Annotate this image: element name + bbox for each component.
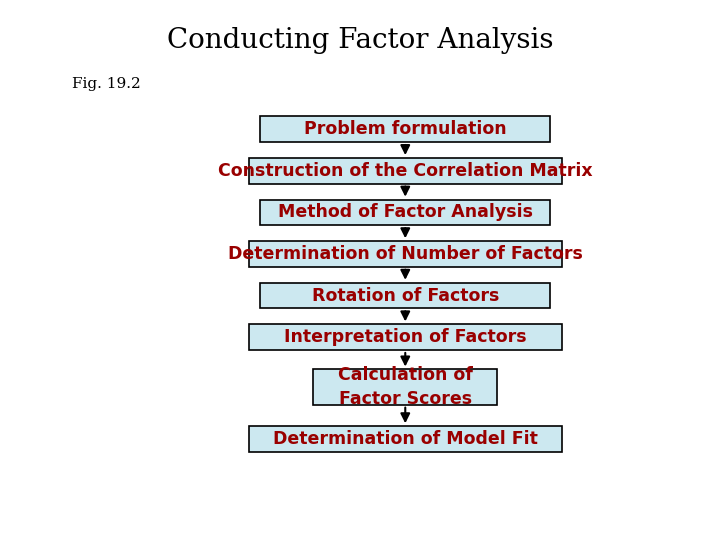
FancyBboxPatch shape <box>260 199 550 225</box>
Text: Rotation of Factors: Rotation of Factors <box>312 287 499 305</box>
Text: Determination of Model Fit: Determination of Model Fit <box>273 430 538 448</box>
FancyBboxPatch shape <box>249 158 562 184</box>
FancyBboxPatch shape <box>313 369 498 404</box>
FancyBboxPatch shape <box>249 241 562 267</box>
FancyBboxPatch shape <box>249 324 562 350</box>
Text: Construction of the Correlation Matrix: Construction of the Correlation Matrix <box>218 162 593 180</box>
FancyBboxPatch shape <box>260 116 550 142</box>
Text: Conducting Factor Analysis: Conducting Factor Analysis <box>167 27 553 54</box>
Text: Method of Factor Analysis: Method of Factor Analysis <box>278 204 533 221</box>
Text: Calculation of
Factor Scores: Calculation of Factor Scores <box>338 366 473 408</box>
Text: Interpretation of Factors: Interpretation of Factors <box>284 328 526 346</box>
FancyBboxPatch shape <box>260 282 550 308</box>
Text: Fig. 19.2: Fig. 19.2 <box>72 77 140 91</box>
Text: Determination of Number of Factors: Determination of Number of Factors <box>228 245 582 263</box>
FancyBboxPatch shape <box>249 426 562 452</box>
Text: Problem formulation: Problem formulation <box>304 120 507 138</box>
